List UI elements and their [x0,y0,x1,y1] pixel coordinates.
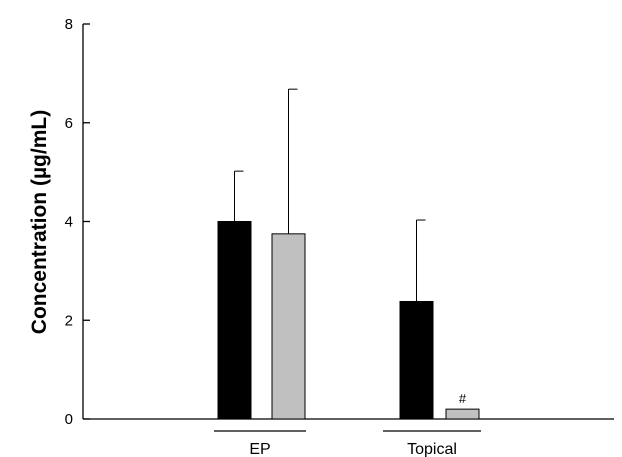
bars-layer [217,88,480,420]
bar [445,408,480,420]
y-tick-label: 0 [65,411,73,428]
bar [217,221,252,420]
y-tick-label: 6 [65,115,73,132]
bar [271,233,306,420]
x-group-label: EP [249,441,270,457]
x-group-label: Topical [407,441,457,457]
bar [399,300,434,420]
y-tick-label: 4 [65,214,73,231]
y-axis-label: Concentration (µg/mL) [28,110,51,334]
significance-marker: # [459,391,467,406]
labels-layer: 0 2 4 6 8 EP Topical # [65,16,467,457]
axes [82,23,614,432]
y-tick-label: 8 [65,16,73,33]
y-tick-label: 2 [65,312,73,329]
